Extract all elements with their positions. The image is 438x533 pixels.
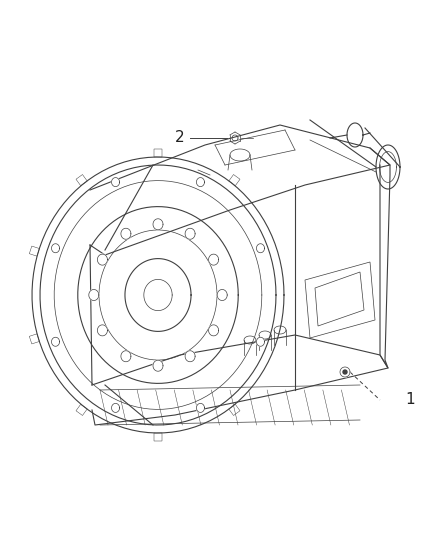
Polygon shape	[185, 351, 195, 362]
Polygon shape	[97, 254, 107, 265]
Polygon shape	[208, 254, 219, 265]
Polygon shape	[343, 370, 347, 374]
Polygon shape	[153, 360, 163, 371]
Polygon shape	[52, 244, 60, 253]
Polygon shape	[257, 337, 265, 346]
Polygon shape	[121, 228, 131, 239]
Polygon shape	[153, 219, 163, 230]
Polygon shape	[112, 177, 120, 187]
Polygon shape	[197, 403, 205, 413]
Polygon shape	[97, 325, 107, 336]
Polygon shape	[185, 228, 195, 239]
Polygon shape	[217, 289, 227, 301]
Text: 1: 1	[405, 392, 415, 408]
Polygon shape	[121, 351, 131, 362]
Polygon shape	[89, 289, 99, 301]
Polygon shape	[208, 325, 219, 336]
Polygon shape	[52, 337, 60, 346]
Polygon shape	[197, 177, 205, 187]
Polygon shape	[340, 367, 350, 377]
Polygon shape	[112, 403, 120, 413]
Polygon shape	[257, 244, 265, 253]
Text: 2: 2	[175, 131, 185, 146]
